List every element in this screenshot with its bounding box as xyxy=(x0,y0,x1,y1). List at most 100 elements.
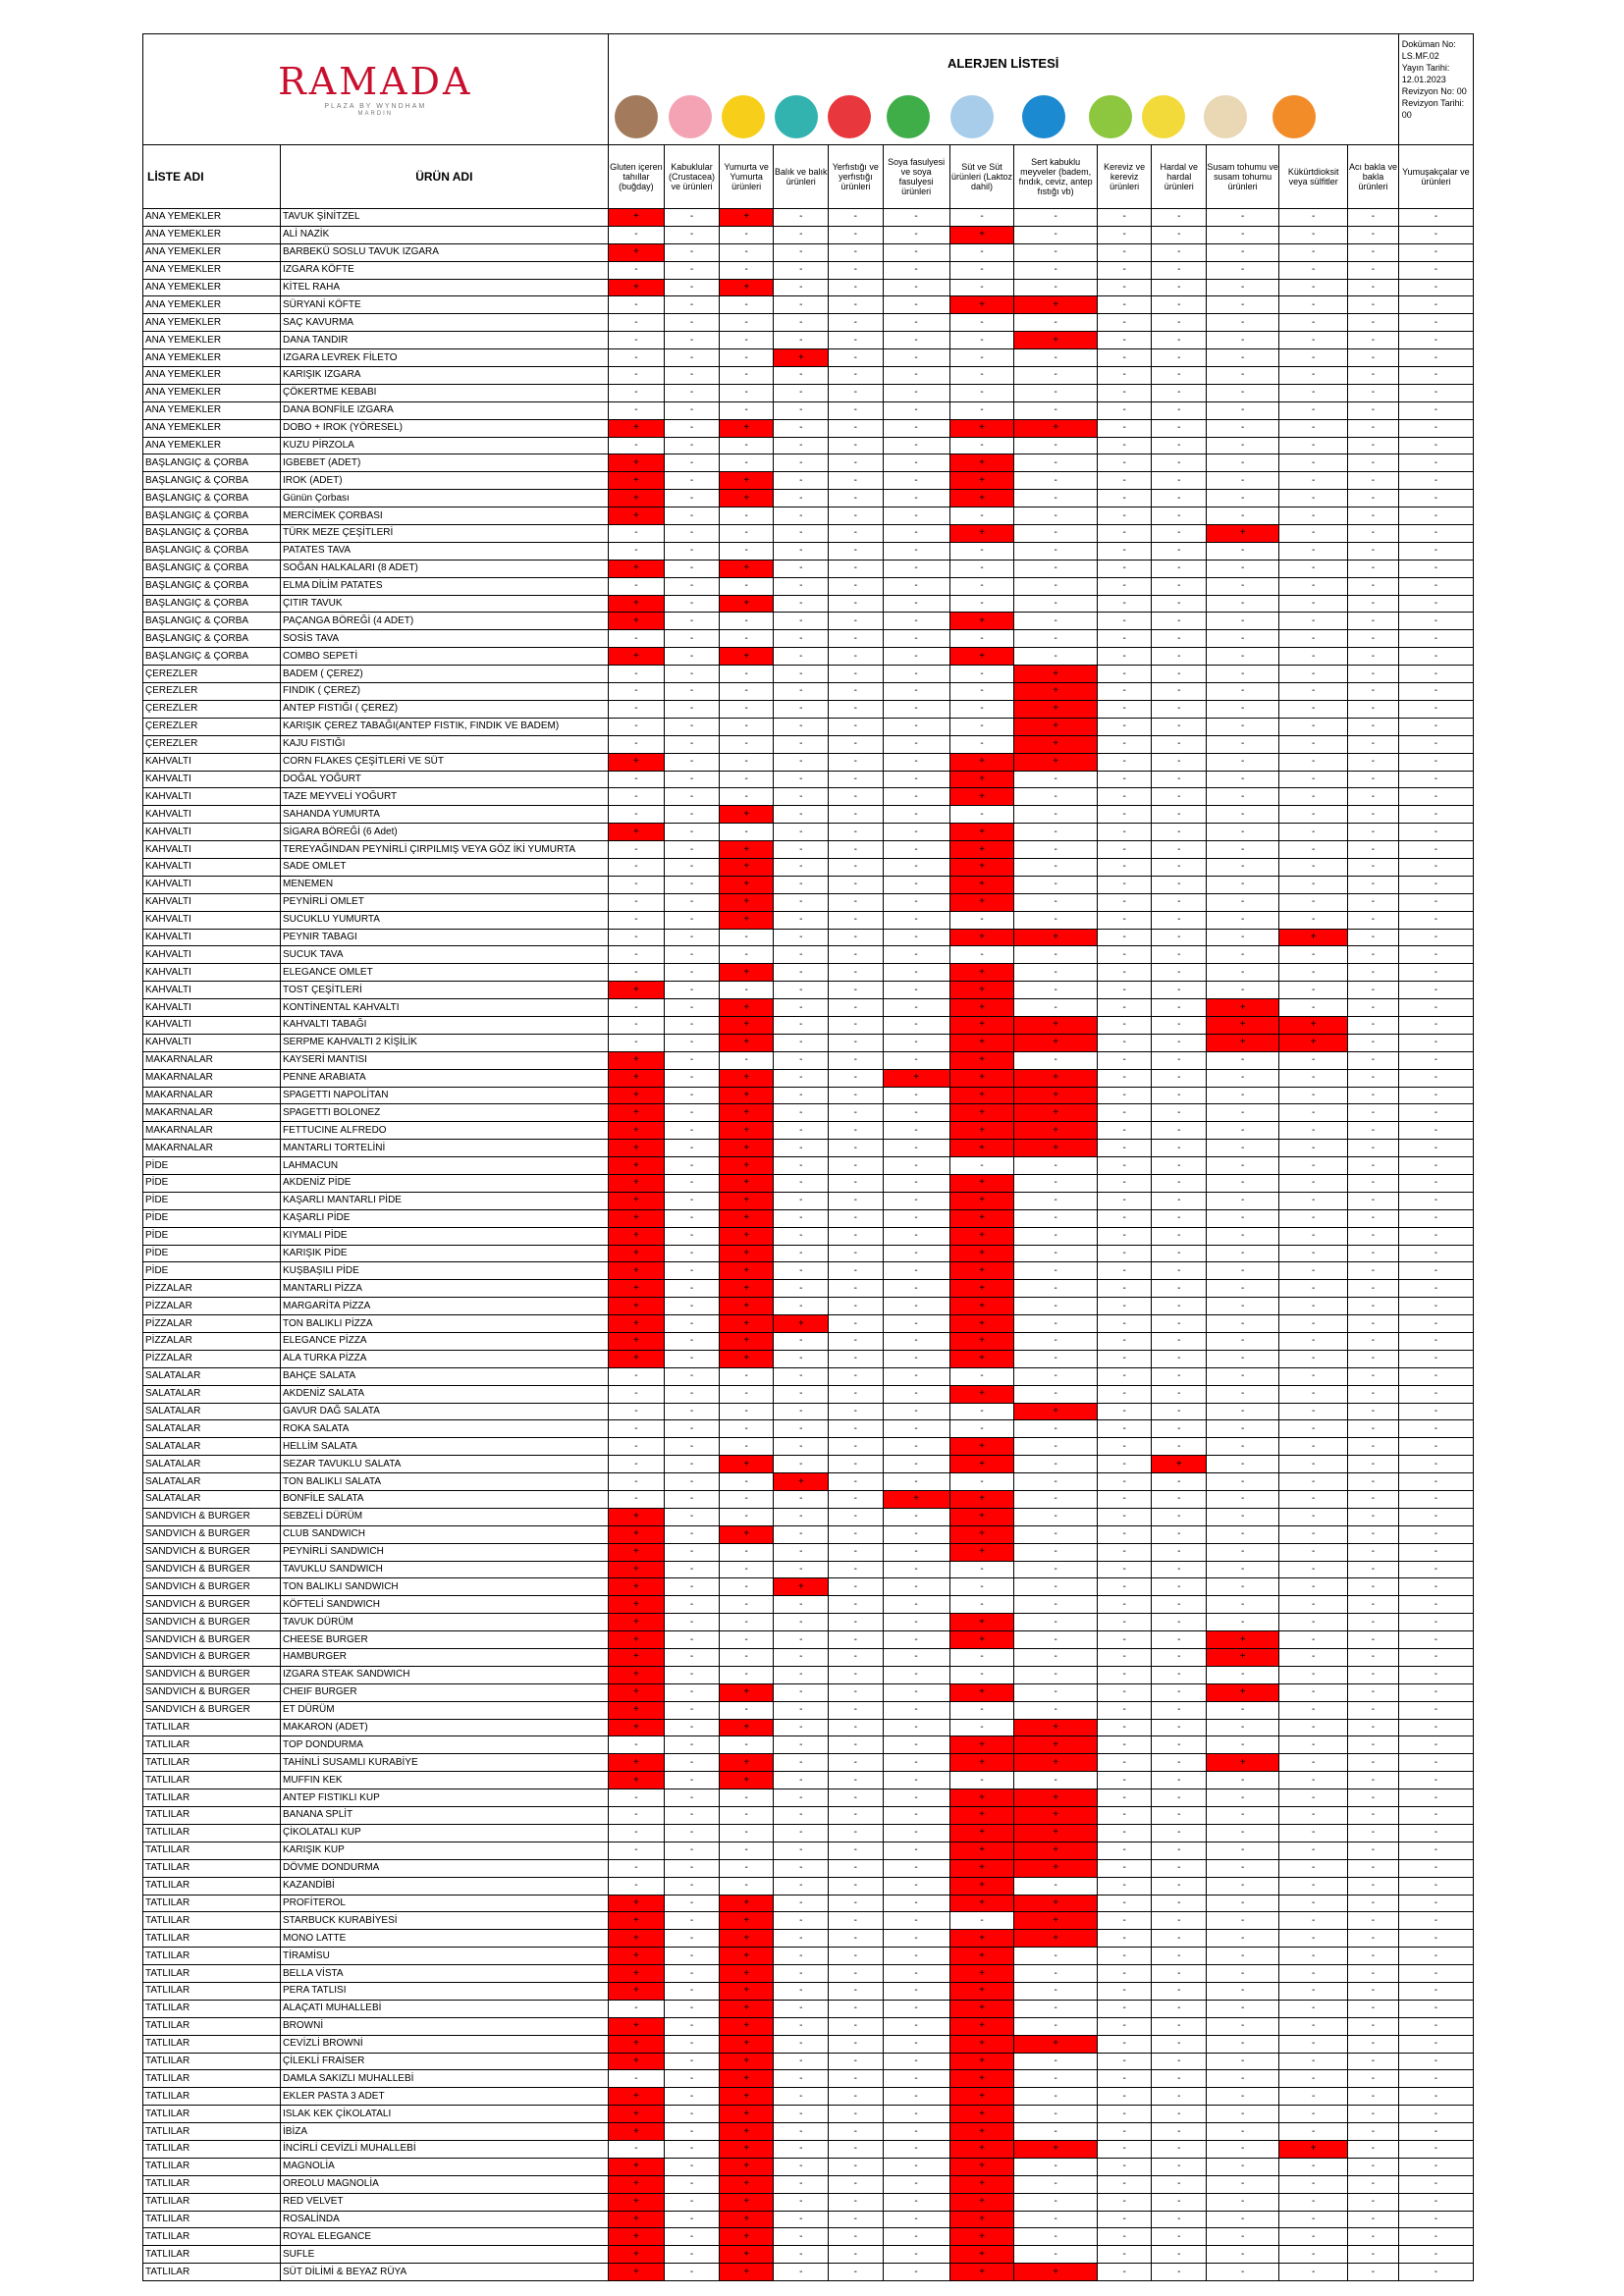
allergen-absent-cell: - xyxy=(1206,2245,1280,2265)
product-name-cell: BAHÇE SALATA xyxy=(280,1366,609,1386)
allergen-absent-cell: - xyxy=(1151,1366,1208,1386)
allergen-absent-cell: - xyxy=(882,2122,950,2141)
allergen-absent-cell: - xyxy=(1206,1050,1280,1070)
allergen-absent-cell: - xyxy=(718,1384,775,1404)
table-row: TATLILAR SUFLE + - + - - - + - - - - - - - xyxy=(141,2245,1475,2265)
allergen-absent-cell: - xyxy=(1278,1542,1349,1562)
allergen-absent-cell: - xyxy=(1397,1050,1475,1070)
allergen-absent-cell: - xyxy=(1096,1173,1153,1193)
allergen-absent-cell: - xyxy=(1278,840,1349,859)
allergen-absent-cell: - xyxy=(1206,629,1280,649)
table-row: SANDVICH & BURGER TON BALIKLI SANDWICH + - -… xyxy=(141,1577,1475,1597)
allergen-absent-cell: - xyxy=(1096,1577,1153,1597)
list-name-cell: PİDE xyxy=(141,1226,282,1246)
allergen-absent-cell: - xyxy=(1013,1384,1098,1404)
allergen-present-cell: + xyxy=(948,295,1015,315)
allergen-absent-cell: - xyxy=(828,1015,884,1035)
table-row: TATLILAR MONO LATTE + - + - - - + + - - - - - - xyxy=(141,1929,1475,1949)
allergen-absent-cell: - xyxy=(664,1156,720,1175)
allergen-absent-cell: - xyxy=(882,1524,950,1544)
product-name-cell: Günün Çorbası xyxy=(280,489,609,508)
allergen-absent-cell: - xyxy=(828,1753,884,1773)
allergen-absent-cell: - xyxy=(773,1191,830,1210)
allergen-present-cell: + xyxy=(607,2122,666,2141)
allergen-present-cell: + xyxy=(1013,1806,1098,1825)
allergen-absent-cell: - xyxy=(1397,910,1475,930)
product-name-cell: ANTEP FISTIĞI ( ÇEREZ) xyxy=(280,699,609,719)
allergen-absent-cell: - xyxy=(882,225,950,244)
product-name-cell: SPAGETTI NAPOLİTAN xyxy=(280,1086,609,1105)
allergen-absent-cell: - xyxy=(1347,2122,1399,2141)
allergen-absent-cell: - xyxy=(718,1806,775,1825)
table-row: SANDVICH & BURGER TAVUK DÜRÜM + - - - - - + - - - - -… xyxy=(141,1613,1475,1632)
product-name-cell: TAVUKLU SANDWICH xyxy=(280,1560,609,1579)
allergen-present-cell: + xyxy=(1013,734,1098,754)
allergen-absent-cell: - xyxy=(1013,2087,1098,2107)
allergen-absent-cell: - xyxy=(1096,348,1153,368)
list-name-cell: MAKARNALAR xyxy=(141,1068,282,1088)
product-name-cell: HAMBURGER xyxy=(280,1648,609,1667)
product-name-cell: KAYSERİ MANTISI xyxy=(280,1050,609,1070)
allergen-absent-cell: - xyxy=(882,1876,950,1896)
list-name-cell: ANA YEMEKLER xyxy=(141,418,282,438)
allergen-absent-cell: - xyxy=(607,1455,666,1474)
allergen-absent-cell: - xyxy=(1347,2087,1399,2107)
allergen-absent-cell: - xyxy=(1206,1595,1280,1615)
allergen-absent-cell: - xyxy=(607,1806,666,1825)
allergen-absent-cell: - xyxy=(882,295,950,315)
allergen-absent-cell: - xyxy=(718,1735,775,1755)
allergen-absent-cell: - xyxy=(1151,1015,1208,1035)
allergen-absent-cell: - xyxy=(1397,892,1475,912)
allergen-absent-cell: - xyxy=(828,1789,884,1808)
allergen-absent-cell: - xyxy=(828,1208,884,1228)
document-info-line: Yayın Tarihi: 12.01.2023 xyxy=(1401,63,1450,84)
allergen-absent-cell: - xyxy=(773,313,830,333)
list-name-cell: KAHVALTI xyxy=(141,857,282,877)
allergen-absent-cell: - xyxy=(828,313,884,333)
allergen-absent-cell: - xyxy=(1013,2210,1098,2229)
allergen-absent-cell: - xyxy=(718,665,775,684)
allergen-absent-cell: - xyxy=(1013,2069,1098,2089)
allergen-column-header: Kükürtdioksit veya sülfitler xyxy=(1278,144,1349,209)
allergen-absent-cell: - xyxy=(1206,1507,1280,1526)
allergen-absent-cell: - xyxy=(1397,1648,1475,1667)
allergen-absent-cell: - xyxy=(664,699,720,719)
allergen-absent-cell: - xyxy=(1278,1191,1349,1210)
product-name-cell: BROWNİ xyxy=(280,2016,609,2036)
allergen-absent-cell: - xyxy=(1206,1806,1280,1825)
allergen-absent-cell: - xyxy=(828,1524,884,1544)
allergen-absent-cell: - xyxy=(1096,1490,1153,1509)
allergen-absent-cell: - xyxy=(664,1648,720,1667)
list-name-cell: KAHVALTI xyxy=(141,928,282,947)
allergen-absent-cell: - xyxy=(773,1033,830,1052)
allergen-present-cell: + xyxy=(718,1226,775,1246)
allergen-absent-cell: - xyxy=(1347,1894,1399,1913)
allergen-absent-cell: - xyxy=(607,1419,666,1439)
allergen-absent-cell: - xyxy=(773,981,830,1000)
allergen-absent-cell: - xyxy=(1278,629,1349,649)
allergen-absent-cell: - xyxy=(828,2227,884,2247)
table-row: MAKARNALAR MANTARLI TORTELİNİ + - + - - - + + - - - -… xyxy=(141,1139,1475,1158)
allergen-absent-cell: - xyxy=(828,1033,884,1052)
allergen-present-cell: + xyxy=(948,1858,1015,1878)
allergen-absent-cell: - xyxy=(1278,454,1349,473)
allergen-absent-cell: - xyxy=(882,1718,950,1737)
allergen-absent-cell: - xyxy=(1206,1349,1280,1368)
product-name-cell: CORN FLAKES ÇEŞİTLERİ VE SÜT xyxy=(280,752,609,772)
allergen-absent-cell: - xyxy=(1151,242,1208,262)
allergen-absent-cell: - xyxy=(773,2122,830,2141)
allergen-absent-cell: - xyxy=(1397,1753,1475,1773)
column-header-product: ÜRÜN ADI xyxy=(280,144,609,209)
allergen-present-cell: + xyxy=(948,1121,1015,1141)
allergen-absent-cell: - xyxy=(1206,665,1280,684)
allergen-absent-cell: - xyxy=(607,875,666,894)
allergen-absent-cell: - xyxy=(882,2227,950,2247)
allergen-present-cell: + xyxy=(948,1068,1015,1088)
list-name-cell: ANA YEMEKLER xyxy=(141,313,282,333)
allergen-present-cell: + xyxy=(607,823,666,842)
allergen-absent-cell: - xyxy=(1397,1332,1475,1351)
allergen-absent-cell: - xyxy=(828,1735,884,1755)
allergen-absent-cell: - xyxy=(882,2157,950,2176)
list-name-cell: TATLILAR xyxy=(141,2016,282,2036)
allergen-present-cell: + xyxy=(948,1876,1015,1896)
